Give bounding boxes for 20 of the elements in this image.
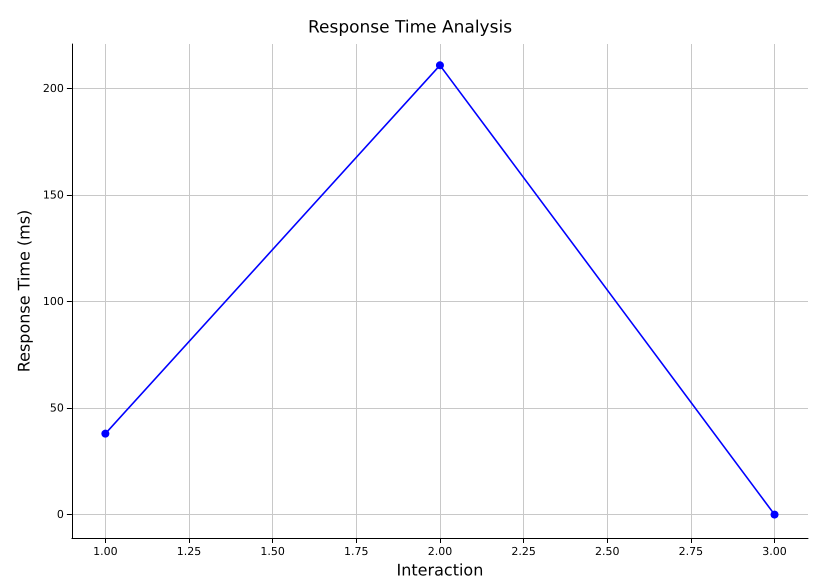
x-tick-label: 2.50	[594, 545, 620, 558]
x-tick-label: 1.25	[176, 545, 202, 558]
x-tick-label: 1.75	[344, 545, 369, 558]
x-tick-label: 1.00	[93, 545, 118, 558]
y-tick-label: 100	[42, 295, 64, 308]
x-tick-label: 3.00	[762, 545, 787, 558]
x-axis-title: Interaction	[396, 560, 484, 580]
x-tick-label: 2.25	[511, 545, 536, 558]
y-tick-label: 150	[42, 188, 64, 202]
chart-title: Response Time Analysis	[308, 18, 512, 38]
point	[436, 61, 444, 70]
y-tick-label: 200	[42, 82, 64, 96]
x-tick-label: 1.50	[260, 545, 285, 558]
point	[770, 510, 779, 519]
point	[101, 430, 110, 438]
y-axis-title: Response Time (ms)	[14, 210, 34, 372]
x-tick-label: 2.00	[428, 545, 452, 558]
y-tick-label: 0	[56, 508, 64, 522]
x-tick-label: 2.75	[678, 545, 704, 558]
y-tick-label: 50	[50, 402, 64, 415]
